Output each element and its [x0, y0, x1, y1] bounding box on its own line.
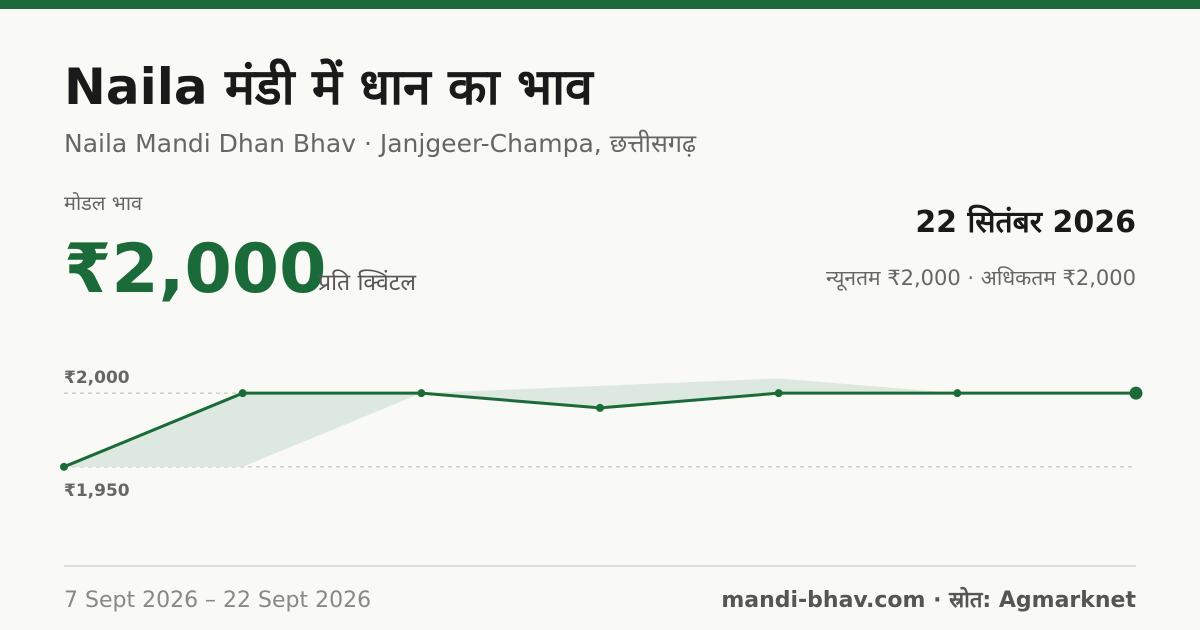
date: 22 सितंबर 2026 — [915, 204, 1136, 240]
point — [596, 403, 604, 412]
top-bar — [0, 0, 1200, 9]
title: Naila मंडी में धान का भाव — [64, 58, 595, 116]
y-tick-label: ₹2,000 — [64, 368, 130, 388]
point — [1129, 386, 1143, 400]
subtitle: Naila Mandi Dhan Bhav · Janjgeer-Champa,… — [64, 129, 697, 158]
point — [60, 462, 68, 471]
price: ₹2,000 — [64, 230, 326, 309]
point — [417, 389, 426, 398]
source: mandi-bhav.com · स्रोत: Agmarknet — [721, 586, 1136, 613]
y-tick-label: ₹1,950 — [64, 481, 130, 501]
point — [953, 389, 962, 398]
range-band — [64, 378, 1136, 467]
chart: ₹1,950 ₹2,000 — [60, 368, 1143, 501]
price-label: मोडल भाव — [64, 191, 143, 215]
point — [238, 389, 247, 398]
min-max: न्यूनतम ₹2,000 · अधिकतम ₹2,000 — [826, 266, 1136, 291]
price-unit: प्रति क्विंटल — [318, 269, 416, 296]
period: 7 Sept 2026 – 22 Sept 2026 — [64, 588, 371, 613]
point — [774, 389, 783, 398]
